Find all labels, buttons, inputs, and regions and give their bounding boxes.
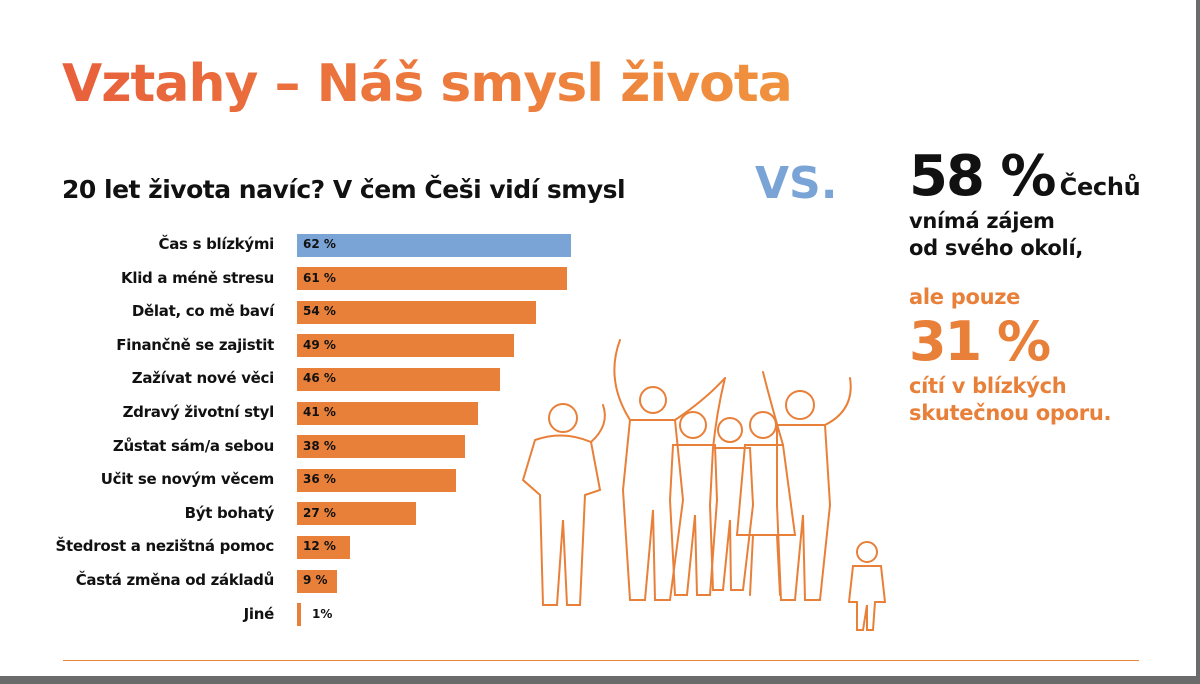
category-label: Být bohatý [184, 503, 275, 522]
stat-line5: cítí v blízkých [909, 374, 1067, 398]
data-label: 12 % [303, 539, 336, 554]
data-label: 38 % [303, 438, 336, 453]
person-2-figure [613, 339, 726, 601]
vs-label: VS. [755, 158, 838, 209]
category-label: Zdravý životní styl [122, 403, 275, 421]
bar [297, 535, 351, 559]
data-label: 41 % [303, 405, 336, 419]
person-1-figure [521, 403, 606, 606]
category-label: Štedrost a nezištná pomoc [55, 537, 275, 556]
person-3-figure [668, 411, 719, 596]
data-label: 62 % [303, 237, 336, 251]
stat-line2: vnímá zájem [909, 209, 1055, 233]
chart-title: 20 let života navíc? V čem Češi vidí smy… [62, 175, 626, 204]
stat-line4: ale pouze [909, 285, 1021, 309]
bar [297, 233, 571, 257]
data-label: 27 % [303, 505, 336, 520]
bar [297, 502, 417, 526]
stat-line3: od svého okolí, [909, 236, 1084, 260]
category-label: Zažívat nové věci [131, 369, 275, 388]
page-title: Vztahy – Náš smysl života [62, 54, 793, 114]
bar [297, 367, 501, 391]
data-label: 49 % [303, 337, 336, 352]
data-label: 1% [312, 606, 333, 621]
category-label: Čas s blízkými [158, 235, 274, 253]
stat-suffix: Čechů [1059, 173, 1141, 201]
stat-line6: skutečnou oporu. [909, 401, 1112, 425]
bar [297, 334, 514, 358]
category-label: Učit se novým věcem [100, 470, 275, 489]
bar [297, 468, 457, 492]
data-label: 36 % [303, 472, 336, 487]
data-label: 9 % [303, 573, 328, 587]
bar [297, 300, 536, 324]
category-label: Finančně se zajistit [116, 335, 274, 354]
data-label: 54 % [303, 304, 336, 319]
bar [297, 569, 337, 593]
stat-block: 58 % Čechů vnímá zájem od svého okolí, a… [909, 146, 1169, 427]
child-figure [847, 541, 887, 631]
bar [297, 435, 465, 459]
category-label: Zůstat sám/a sebou [112, 436, 274, 455]
data-label: 46 % [303, 371, 336, 386]
people-illustration [521, 339, 887, 631]
category-label: Častá změna od základů [75, 571, 275, 589]
bar [297, 401, 479, 425]
category-label: Dělat, co mě baví [131, 302, 274, 321]
stat-58: 58 % [909, 144, 1057, 209]
category-label: Jiné [243, 604, 275, 623]
data-label: 61 % [303, 270, 336, 285]
stat-31: 31 % [909, 310, 1051, 373]
person-6-figure [776, 377, 852, 601]
person-4-figure [708, 377, 755, 591]
bottom-divider [63, 660, 1139, 661]
bar [297, 603, 302, 627]
category-label: Klid a méně stresu [121, 268, 274, 287]
bar [297, 267, 567, 291]
